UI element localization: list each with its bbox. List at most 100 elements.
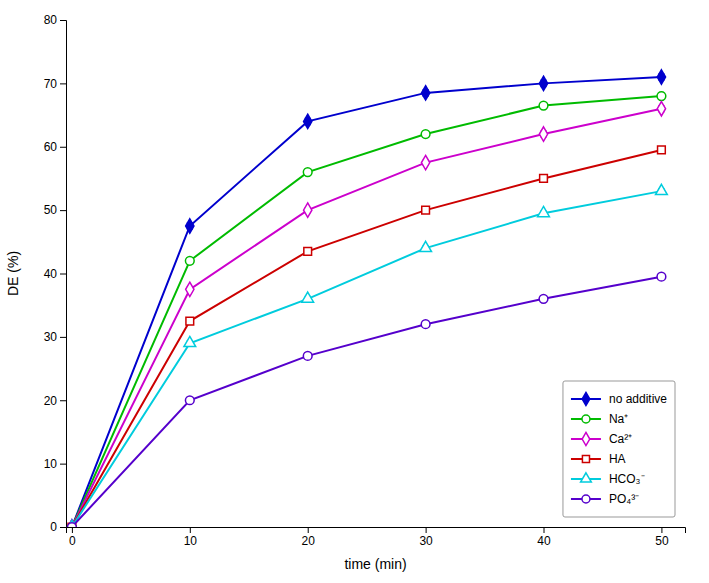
legend-label: Na⁺ <box>609 412 628 426</box>
marks <box>66 70 667 527</box>
legend-marker <box>582 392 590 405</box>
tick: 30 <box>419 527 433 548</box>
legend-label: Ca²⁺ <box>609 432 632 446</box>
legend-marker <box>582 495 590 503</box>
marker <box>304 203 312 217</box>
legend-item: Ca²⁺ <box>571 432 632 446</box>
marker <box>421 320 430 329</box>
plot-area: 0 10 20 30 40 50 0 10 20 30 40 50 60 70 80 no additive N… <box>44 13 686 547</box>
legend-item: HA <box>571 452 626 466</box>
marker <box>539 127 547 141</box>
tick: 20 <box>302 527 316 548</box>
legend-marker <box>582 415 590 423</box>
marker <box>539 294 548 303</box>
marker <box>186 282 194 296</box>
marker <box>68 523 77 527</box>
legend-label: no additive <box>609 392 667 406</box>
marker <box>538 206 550 216</box>
marker <box>304 114 312 128</box>
marker <box>421 155 429 169</box>
tick-mark <box>60 274 66 275</box>
tick-label: 10 <box>184 534 198 548</box>
marker <box>657 70 665 84</box>
legend-label: HCO₃⁻ <box>609 472 645 486</box>
marker <box>186 317 194 325</box>
tick-mark <box>60 527 66 528</box>
marker <box>303 352 312 361</box>
tick: 40 <box>537 527 551 548</box>
axis-line <box>67 528 686 534</box>
tick-mark <box>60 20 66 21</box>
tick: 60 <box>44 140 66 154</box>
y-axis-title: DE (%) <box>5 251 21 296</box>
marker <box>420 241 432 251</box>
tick-mark <box>60 210 66 211</box>
series <box>68 70 666 527</box>
legend-item: no additive <box>571 392 667 406</box>
x-axis-title: time (min) <box>344 556 406 572</box>
tick-label: 0 <box>50 520 57 534</box>
tick-label: 30 <box>419 534 433 548</box>
tick-label: 10 <box>44 457 58 471</box>
tick: 0 <box>69 527 76 548</box>
tick-label: 0 <box>69 534 76 548</box>
tick: 0 <box>50 520 66 534</box>
tick-mark <box>60 83 66 84</box>
marker <box>656 184 668 194</box>
tick-label: 40 <box>44 267 58 281</box>
marker <box>68 523 76 527</box>
tick-mark <box>60 147 66 148</box>
tick: 50 <box>44 203 66 217</box>
tick-mark <box>426 527 427 533</box>
tick-mark <box>661 527 662 533</box>
tick-label: 70 <box>44 77 58 91</box>
marker <box>68 523 77 527</box>
legend-label: PO₄³⁻ <box>609 492 639 506</box>
chart: 0 10 20 30 40 50 0 10 20 30 40 50 60 70 80 no additive N… <box>0 0 709 583</box>
tick: 40 <box>44 267 66 281</box>
legend: no additive Na⁺ Ca²⁺ HA HCO₃⁻ PO₄³⁻ <box>563 381 675 517</box>
tick-label: 60 <box>44 140 58 154</box>
legend-item: PO₄³⁻ <box>571 492 639 506</box>
marker <box>186 219 194 233</box>
tick-label: 20 <box>44 394 58 408</box>
marker <box>539 101 548 110</box>
tick-mark <box>308 527 309 533</box>
marker <box>657 92 666 101</box>
tick-label: 40 <box>537 534 551 548</box>
tick-label: 80 <box>44 13 58 27</box>
marker <box>657 102 665 116</box>
marker <box>303 168 312 177</box>
tick-label: 30 <box>44 330 58 344</box>
error-bar <box>658 147 664 153</box>
marker <box>421 130 430 139</box>
tick-mark <box>190 527 191 533</box>
marker <box>304 247 312 255</box>
tick: 10 <box>44 457 66 471</box>
tick-mark <box>60 337 66 338</box>
marker <box>185 256 194 265</box>
marker <box>421 86 429 100</box>
legend-box <box>563 381 675 517</box>
tick: 30 <box>44 330 66 344</box>
marker <box>185 396 194 405</box>
tick-mark <box>544 527 545 533</box>
tick-label: 50 <box>44 203 58 217</box>
marker <box>658 146 666 154</box>
marker <box>657 272 666 281</box>
legend-item: Na⁺ <box>571 412 628 426</box>
marker <box>540 175 548 183</box>
line <box>72 77 662 527</box>
tick-mark <box>60 464 66 465</box>
tick: 80 <box>44 13 66 27</box>
tick-label: 50 <box>655 534 669 548</box>
marker <box>302 292 314 302</box>
marker <box>184 336 196 346</box>
marker <box>539 76 547 90</box>
tick-label: 20 <box>302 534 316 548</box>
tick-mark <box>72 527 73 533</box>
x-axis: 0 10 20 30 40 50 <box>67 527 686 548</box>
legend-label: HA <box>609 452 626 466</box>
legend-marker <box>582 455 589 462</box>
y-axis: 0 10 20 30 40 50 60 70 80 <box>44 13 67 534</box>
